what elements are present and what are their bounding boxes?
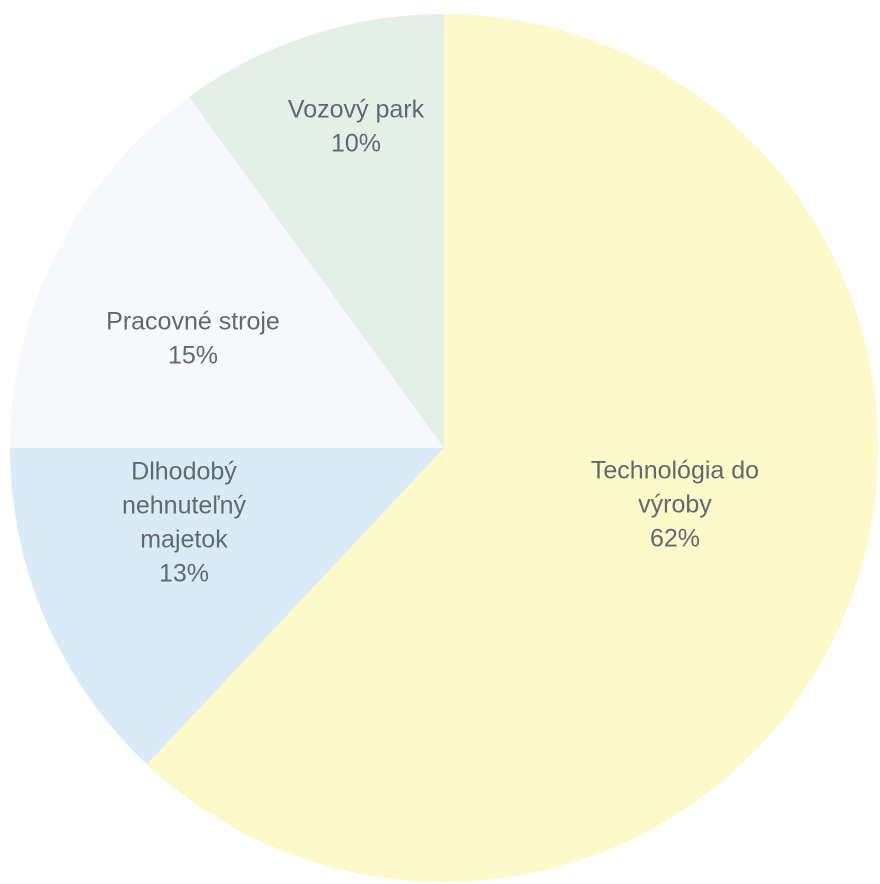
pie-slice-4: [188, 14, 444, 448]
slice-label-1-line-3: 62%: [650, 525, 700, 553]
pie-slice-3: [10, 96, 444, 448]
slice-label-2-line-4: 13%: [159, 560, 209, 588]
slice-label-1-line-1: Technológia do: [591, 457, 759, 485]
slice-label-4-line-1: Vozový park: [288, 96, 425, 124]
slice-label-3: Pracovné stroje 15%: [106, 308, 280, 370]
slice-label-1: Technológia do výroby 62%: [591, 457, 759, 553]
pie-slice-2: [10, 448, 444, 765]
slice-label-2: Dlhodobý nehnuteľný majetok 13%: [122, 458, 247, 588]
slice-label-2-line-1: Dlhodobý: [131, 458, 237, 486]
slice-label-3-line-1: Pracovné stroje: [106, 308, 280, 336]
slice-label-1-line-2: výroby: [638, 491, 712, 519]
slice-label-3-line-2: 15%: [168, 342, 218, 370]
pie-slice-1: [146, 14, 878, 882]
slice-label-2-line-3: majetok: [140, 526, 228, 554]
slice-label-2-line-2: nehnuteľný: [122, 492, 247, 520]
slice-label-4: Vozový park 10%: [288, 96, 425, 158]
slice-label-4-line-2: 10%: [331, 130, 381, 158]
